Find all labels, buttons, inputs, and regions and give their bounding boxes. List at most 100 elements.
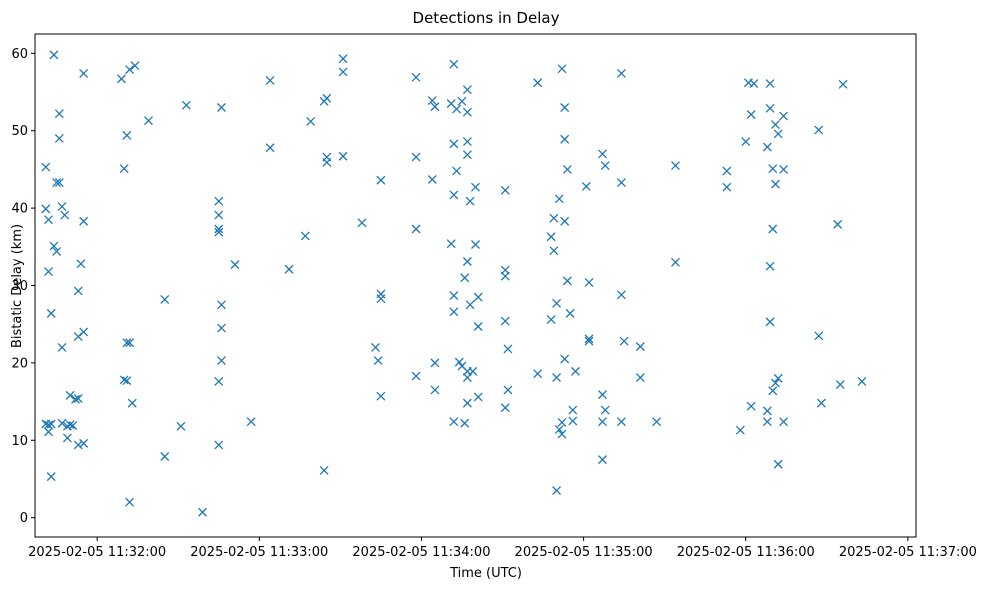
data-point-183 [749, 79, 759, 88]
data-point-185 [762, 406, 772, 416]
data-point-186 [762, 417, 772, 427]
data-point-55 [214, 224, 224, 234]
data-point-104 [454, 357, 464, 367]
y-axis-label: Bistatic Delay (km) [10, 224, 25, 348]
data-point-35 [79, 438, 89, 448]
y-tick-label-1: 10 [11, 434, 28, 449]
data-point-51 [181, 100, 191, 110]
data-point-24 [65, 420, 75, 430]
data-point-48 [160, 294, 170, 304]
data-point-127 [500, 271, 510, 281]
data-point-156 [581, 181, 591, 191]
data-point-85 [411, 72, 421, 82]
data-point-169 [616, 417, 626, 427]
data-point-40 [122, 338, 132, 348]
data-point-201 [779, 164, 789, 174]
data-point-29 [73, 394, 83, 403]
data-point-87 [411, 224, 421, 234]
data-point-25 [68, 421, 78, 431]
data-point-130 [503, 344, 513, 354]
data-point-184 [762, 142, 772, 152]
data-point-59 [217, 103, 226, 112]
data-point-158 [584, 334, 594, 344]
data-point-144 [557, 418, 567, 427]
data-point-23 [65, 390, 75, 400]
data-point-118 [465, 300, 475, 310]
data-point-179 [741, 137, 751, 147]
data-point-0 [41, 162, 51, 172]
y-axis-ticks: 0 10 20 30 40 50 60 [11, 47, 35, 526]
data-point-90 [427, 175, 437, 184]
data-point-41 [122, 376, 132, 386]
x-tick-label-2: 2025-02-05 11:34:00 [352, 545, 490, 560]
data-point-31 [76, 259, 86, 269]
data-point-123 [473, 322, 483, 331]
data-points [41, 50, 867, 517]
data-point-109 [462, 85, 472, 95]
data-point-44 [125, 497, 135, 507]
data-point-203 [814, 125, 824, 135]
x-tick-label-0: 2025-02-05 11:32:00 [28, 545, 166, 560]
data-point-153 [568, 405, 578, 415]
data-point-107 [460, 273, 470, 283]
data-point-133 [533, 369, 543, 379]
data-point-148 [560, 216, 570, 226]
data-point-157 [584, 277, 594, 287]
data-point-188 [765, 103, 775, 113]
data-point-86 [411, 152, 421, 162]
data-point-160 [598, 149, 607, 159]
data-point-113 [462, 257, 472, 266]
x-axis-label: Time (UTC) [449, 566, 522, 581]
data-point-190 [765, 317, 775, 327]
data-point-161 [598, 390, 607, 400]
data-point-80 [373, 356, 383, 366]
data-point-146 [560, 103, 570, 112]
data-point-56 [214, 227, 224, 237]
data-point-110 [462, 107, 472, 117]
data-point-16 [54, 109, 64, 119]
data-point-19 [57, 418, 67, 428]
data-point-163 [598, 455, 607, 465]
data-point-36 [117, 74, 126, 84]
data-point-91 [430, 102, 440, 112]
data-point-92 [430, 358, 440, 368]
data-point-173 [652, 417, 662, 427]
data-point-105 [457, 96, 467, 106]
data-point-199 [773, 459, 783, 469]
data-point-131 [503, 385, 513, 395]
data-point-76 [338, 67, 348, 77]
data-point-204 [814, 331, 824, 341]
data-point-22 [62, 433, 72, 443]
x-tick-label-3: 2025-02-05 11:35:00 [515, 545, 653, 560]
data-point-99 [449, 291, 459, 301]
data-point-194 [771, 120, 780, 129]
data-point-32 [79, 69, 89, 78]
data-point-12 [52, 246, 62, 256]
y-tick-label-3: 30 [11, 279, 28, 294]
data-point-207 [835, 380, 845, 390]
data-point-128 [500, 316, 510, 326]
data-point-166 [616, 69, 626, 78]
data-point-155 [571, 366, 580, 376]
data-point-154 [568, 416, 578, 426]
data-point-15 [54, 134, 64, 143]
x-tick-label-5: 2025-02-05 11:37:00 [839, 545, 977, 560]
data-point-83 [376, 294, 386, 304]
data-point-196 [771, 378, 780, 388]
data-point-75 [338, 54, 348, 64]
data-point-14 [54, 178, 64, 188]
data-point-167 [616, 178, 626, 188]
data-point-9 [46, 472, 56, 482]
data-point-13 [52, 178, 62, 188]
data-point-3 [44, 215, 53, 225]
data-point-50 [176, 421, 186, 431]
data-point-122 [473, 292, 483, 302]
data-point-20 [60, 210, 70, 220]
data-point-119 [468, 366, 478, 376]
data-point-205 [816, 398, 826, 408]
data-point-47 [144, 116, 153, 126]
data-point-11 [49, 241, 59, 251]
data-point-37 [119, 164, 129, 174]
